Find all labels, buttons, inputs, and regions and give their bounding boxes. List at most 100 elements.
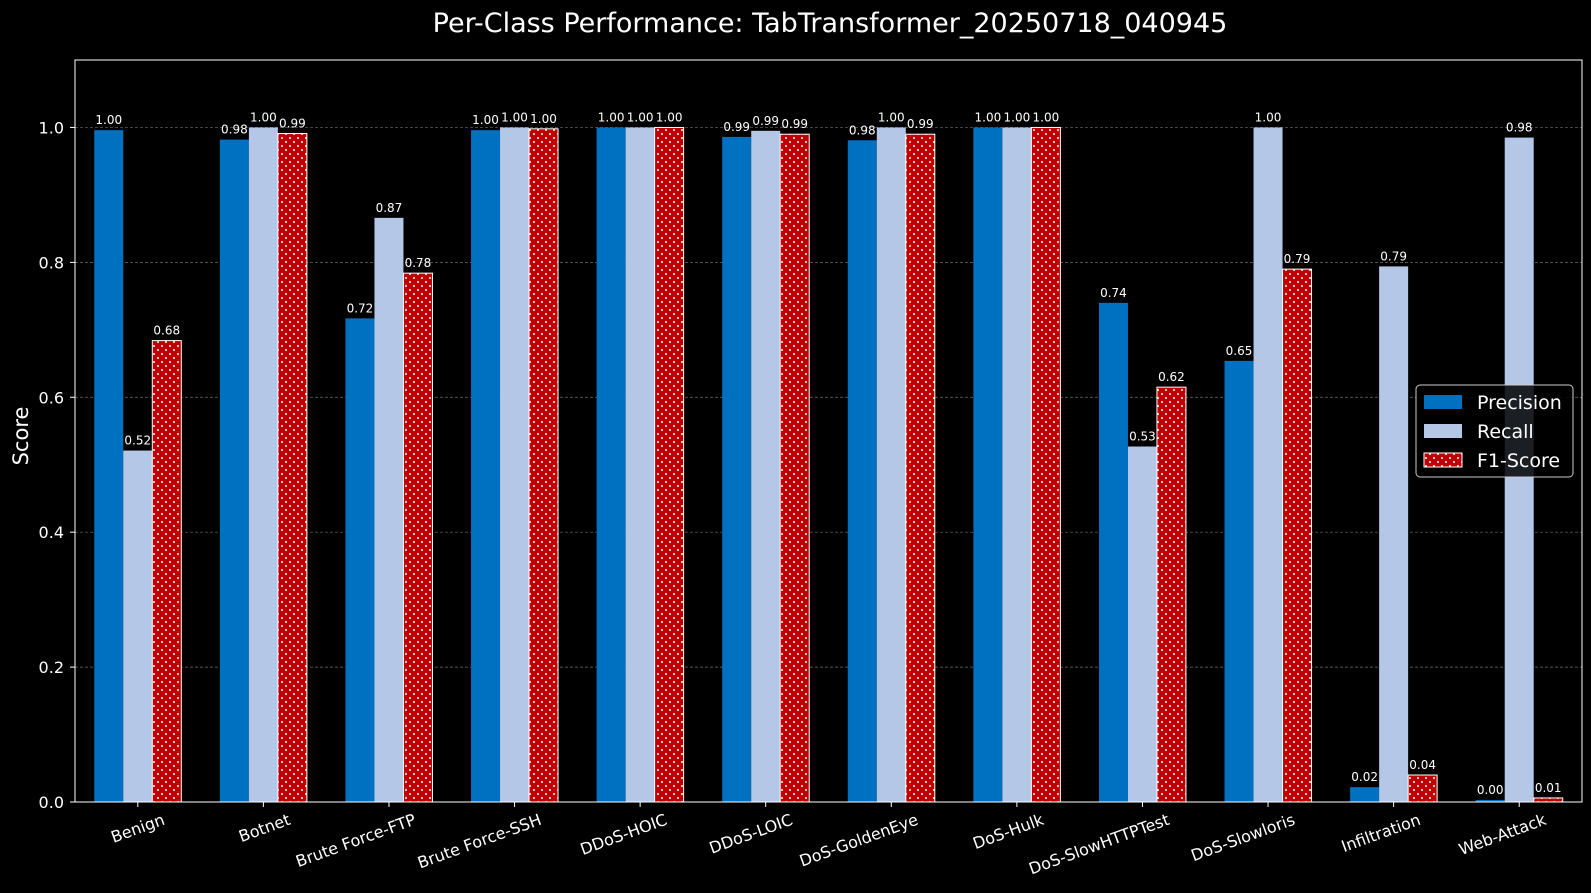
data-label: 1.00 bbox=[501, 110, 528, 124]
x-tick-label: Web-Attack bbox=[1456, 810, 1549, 859]
x-tick-label: Brute Force-FTP bbox=[293, 810, 419, 871]
bar-recall bbox=[751, 130, 781, 802]
bar-precision bbox=[1098, 302, 1128, 802]
x-tick-label: DoS-Slowloris bbox=[1188, 810, 1297, 865]
y-axis-label: Score bbox=[9, 407, 33, 466]
x-tick-label: Botnet bbox=[236, 810, 293, 846]
bar-recall bbox=[123, 450, 153, 802]
bar-recall bbox=[500, 127, 530, 803]
x-tick-label: DoS-SlowHTTPTest bbox=[1026, 810, 1172, 878]
data-label: 0.99 bbox=[279, 117, 306, 131]
x-tick-label: Benign bbox=[108, 810, 167, 847]
data-label: 0.53 bbox=[1129, 430, 1156, 444]
data-label: 0.99 bbox=[781, 117, 808, 131]
data-label: 1.00 bbox=[598, 110, 625, 124]
bar-precision bbox=[722, 136, 752, 802]
bar-recall bbox=[374, 217, 404, 803]
bar-recall bbox=[1127, 446, 1157, 802]
x-tick-label: DDoS-LOIC bbox=[707, 810, 795, 858]
data-label: 1.00 bbox=[1033, 110, 1060, 124]
bar-precision bbox=[94, 130, 124, 803]
bar-precision bbox=[596, 127, 626, 803]
bar-precision bbox=[847, 140, 877, 803]
bar-f1-score bbox=[905, 133, 936, 803]
data-labels: 1.000.520.680.981.00 0.990.720.870.781.00… bbox=[95, 110, 1561, 797]
chart-title: Per-Class Performance: TabTransformer_20… bbox=[433, 8, 1228, 39]
legend-swatch bbox=[1423, 452, 1463, 468]
y-tick-label: 0.4 bbox=[39, 523, 64, 542]
bar-f1-score bbox=[402, 272, 433, 803]
bar-f1-score bbox=[528, 128, 559, 803]
legend-label: F1-Score bbox=[1477, 450, 1560, 472]
plot-frame bbox=[74, 59, 1583, 803]
legend-swatch bbox=[1424, 424, 1462, 438]
gridlines bbox=[75, 60, 1582, 802]
x-tick-label: Infiltration bbox=[1339, 810, 1423, 856]
data-label: 0.72 bbox=[347, 301, 374, 315]
bar-precision bbox=[471, 130, 501, 803]
data-label: 1.00 bbox=[530, 112, 557, 126]
data-label: 1.00 bbox=[878, 110, 905, 124]
bar-f1-score bbox=[1533, 797, 1564, 803]
data-label: 0.74 bbox=[1100, 286, 1127, 300]
data-label: 0.00 bbox=[1477, 783, 1504, 797]
bar-f1-score bbox=[1030, 126, 1061, 803]
data-label: 1.00 bbox=[1255, 110, 1282, 124]
x-tick-label: DoS-GoldenEye bbox=[797, 810, 921, 871]
bar-recall bbox=[248, 127, 278, 803]
bar-precision bbox=[1350, 787, 1380, 802]
data-label: 0.68 bbox=[153, 324, 180, 338]
data-label: 0.99 bbox=[752, 114, 779, 128]
bar-f1-score bbox=[779, 133, 810, 803]
bar-recall bbox=[1379, 266, 1409, 803]
bar-recall bbox=[876, 127, 906, 803]
y-tick-label: 0.8 bbox=[39, 253, 64, 272]
data-label: 0.99 bbox=[723, 120, 750, 134]
bar-recall bbox=[625, 127, 655, 803]
data-label: 0.87 bbox=[376, 201, 403, 215]
data-label: 0.98 bbox=[221, 123, 248, 137]
bar-precision bbox=[973, 127, 1003, 803]
bar-f1-score bbox=[1282, 268, 1313, 803]
x-tick-label: DoS-Hulk bbox=[970, 810, 1047, 853]
data-label: 1.00 bbox=[1004, 110, 1031, 124]
data-label: 0.04 bbox=[1409, 758, 1436, 772]
data-label: 1.00 bbox=[95, 113, 122, 127]
data-label: 0.65 bbox=[1226, 344, 1253, 358]
bar-precision bbox=[345, 318, 375, 802]
legend: Precision Recall F1-Score bbox=[1415, 384, 1574, 478]
x-tick-label: Brute Force-SSH bbox=[415, 810, 544, 872]
bar-f1-score bbox=[654, 126, 685, 803]
data-label: 1.00 bbox=[627, 110, 654, 124]
data-label: 0.02 bbox=[1351, 770, 1378, 784]
data-label: 0.52 bbox=[124, 434, 151, 448]
data-label: 1.00 bbox=[472, 113, 499, 127]
y-tick-label: 0.2 bbox=[39, 658, 64, 677]
data-label: 0.79 bbox=[1284, 252, 1311, 266]
bar-f1-score bbox=[1156, 386, 1187, 803]
bar-precision bbox=[1475, 799, 1505, 802]
data-label: 1.00 bbox=[656, 110, 683, 124]
data-label: 0.98 bbox=[1506, 121, 1533, 135]
legend-label: Recall bbox=[1477, 421, 1534, 443]
legend-swatch bbox=[1424, 395, 1462, 409]
data-label: 0.62 bbox=[1158, 370, 1185, 384]
bar-f1-score bbox=[1407, 774, 1438, 803]
data-label: 1.00 bbox=[250, 110, 277, 124]
y-tick-label: 1.0 bbox=[39, 118, 64, 137]
data-label: 0.78 bbox=[405, 256, 432, 270]
data-label: 0.98 bbox=[849, 123, 876, 137]
y-tick-label: 0.6 bbox=[39, 388, 64, 407]
bar-recall bbox=[1002, 127, 1032, 803]
x-tick-label: DDoS-HOIC bbox=[578, 810, 670, 859]
bar-recall bbox=[1253, 127, 1283, 803]
data-label: 0.79 bbox=[1380, 249, 1407, 263]
legend-label: Precision bbox=[1477, 392, 1562, 414]
data-label: 1.00 bbox=[975, 110, 1002, 124]
bar-precision bbox=[1224, 360, 1254, 802]
data-label: 0.01 bbox=[1535, 781, 1562, 795]
bar-f1-score bbox=[151, 340, 182, 803]
bar-f1-score bbox=[277, 133, 308, 803]
